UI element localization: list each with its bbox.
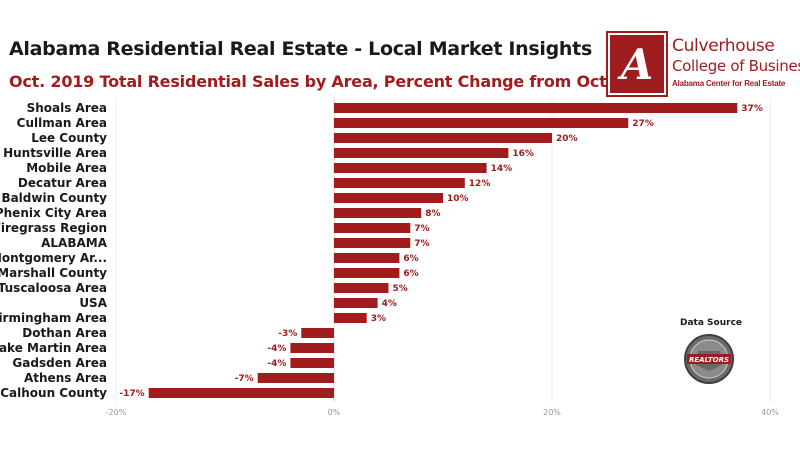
bar: [290, 343, 334, 353]
category-label: Birmingham Area: [0, 311, 107, 325]
gridlines: [115, 98, 771, 402]
value-label: 37%: [741, 104, 763, 114]
chart-subtitle: Oct. 2019 Total Residential Sales by Are…: [9, 72, 662, 91]
value-label: 14%: [491, 164, 513, 174]
category-label: Calhoun County: [0, 386, 107, 400]
value-label: 8%: [425, 209, 440, 219]
category-label: USA: [79, 296, 107, 310]
value-label: -4%: [267, 344, 286, 354]
bar: [334, 148, 509, 158]
bar: [334, 313, 367, 323]
bar: [334, 223, 411, 233]
bar: [334, 268, 400, 278]
chart-title: Alabama Residential Real Estate - Local …: [9, 38, 592, 60]
bar: [334, 238, 411, 248]
svg-text:A: A: [617, 41, 654, 87]
logo-line-center: Alabama Center for Real Estate: [672, 79, 786, 88]
category-label: Phenix City Area: [0, 206, 107, 220]
value-label: 3%: [371, 314, 386, 324]
bar: [334, 298, 378, 308]
category-label: Tuscaloosa Area: [0, 281, 107, 295]
logo-line-college: College of Business: [672, 57, 800, 75]
realtors-badge-text: REALTORS: [689, 356, 729, 364]
value-label: 12%: [469, 179, 491, 189]
category-label: Decatur Area: [18, 176, 107, 190]
category-label: Shoals Area: [27, 101, 107, 115]
value-label: 6%: [403, 269, 418, 279]
category-label: Gadsden Area: [12, 356, 107, 370]
category-label: Lake Martin Area: [0, 341, 107, 355]
x-axis-ticks: -20% 0% 20% 40%: [106, 408, 780, 417]
script-a-logo-icon: A: [606, 31, 668, 97]
value-label: 5%: [393, 284, 408, 294]
category-label: Cullman Area: [17, 116, 107, 130]
value-label: -17%: [119, 389, 144, 399]
bar: [301, 328, 334, 338]
value-labels: 37% 27% 20% 16% 14%12%10% 8% 7% 7% 6% 6% 5% 4% 3% -3%…: [119, 104, 762, 399]
value-label: 7%: [414, 224, 429, 234]
value-label: 10%: [447, 194, 469, 204]
bar: [334, 103, 738, 113]
category-label: Montgomery Ar...: [0, 251, 107, 265]
bar: [334, 208, 422, 218]
x-tick-label: 0%: [328, 408, 341, 417]
data-source-label: Data Source: [680, 318, 743, 328]
category-label: Athens Area: [24, 371, 107, 385]
value-label: 16%: [512, 149, 534, 159]
category-label: Wiregrass Region: [0, 221, 107, 235]
x-tick-label: 20%: [543, 408, 561, 417]
category-label: Baldwin County: [1, 191, 107, 205]
x-tick-label: -20%: [106, 408, 127, 417]
bar: [257, 373, 334, 383]
logo-line-culverhouse: Culverhouse: [672, 36, 775, 56]
value-label: 27%: [632, 119, 654, 129]
realtors-badge-icon: REALTORS: [682, 333, 736, 385]
value-label: 7%: [414, 239, 429, 249]
value-label: 6%: [403, 254, 418, 264]
bar: [334, 283, 389, 293]
value-label: -3%: [278, 329, 297, 339]
bar: [334, 133, 552, 143]
category-label: Huntsville Area: [3, 146, 107, 160]
category-label: ALABAMA: [41, 236, 108, 250]
category-label: Dothan Area: [22, 326, 107, 340]
value-label: -4%: [267, 359, 286, 369]
category-label: Lee County: [31, 131, 107, 145]
bar: [334, 178, 465, 188]
bar: [334, 193, 443, 203]
culverhouse-logo: A Culverhouse College of Business Alabam…: [606, 31, 800, 97]
bar: [334, 253, 400, 263]
value-label: 20%: [556, 134, 578, 144]
value-label: 4%: [382, 299, 397, 309]
bars: [148, 103, 738, 398]
x-tick-label: 40%: [761, 408, 779, 417]
value-label: -7%: [235, 374, 254, 384]
bar: [290, 358, 334, 368]
bar: [334, 118, 629, 128]
bar: [334, 163, 487, 173]
bar: [148, 388, 334, 398]
category-label: Mobile Area: [26, 161, 107, 175]
category-label: Marshall County: [0, 266, 107, 280]
